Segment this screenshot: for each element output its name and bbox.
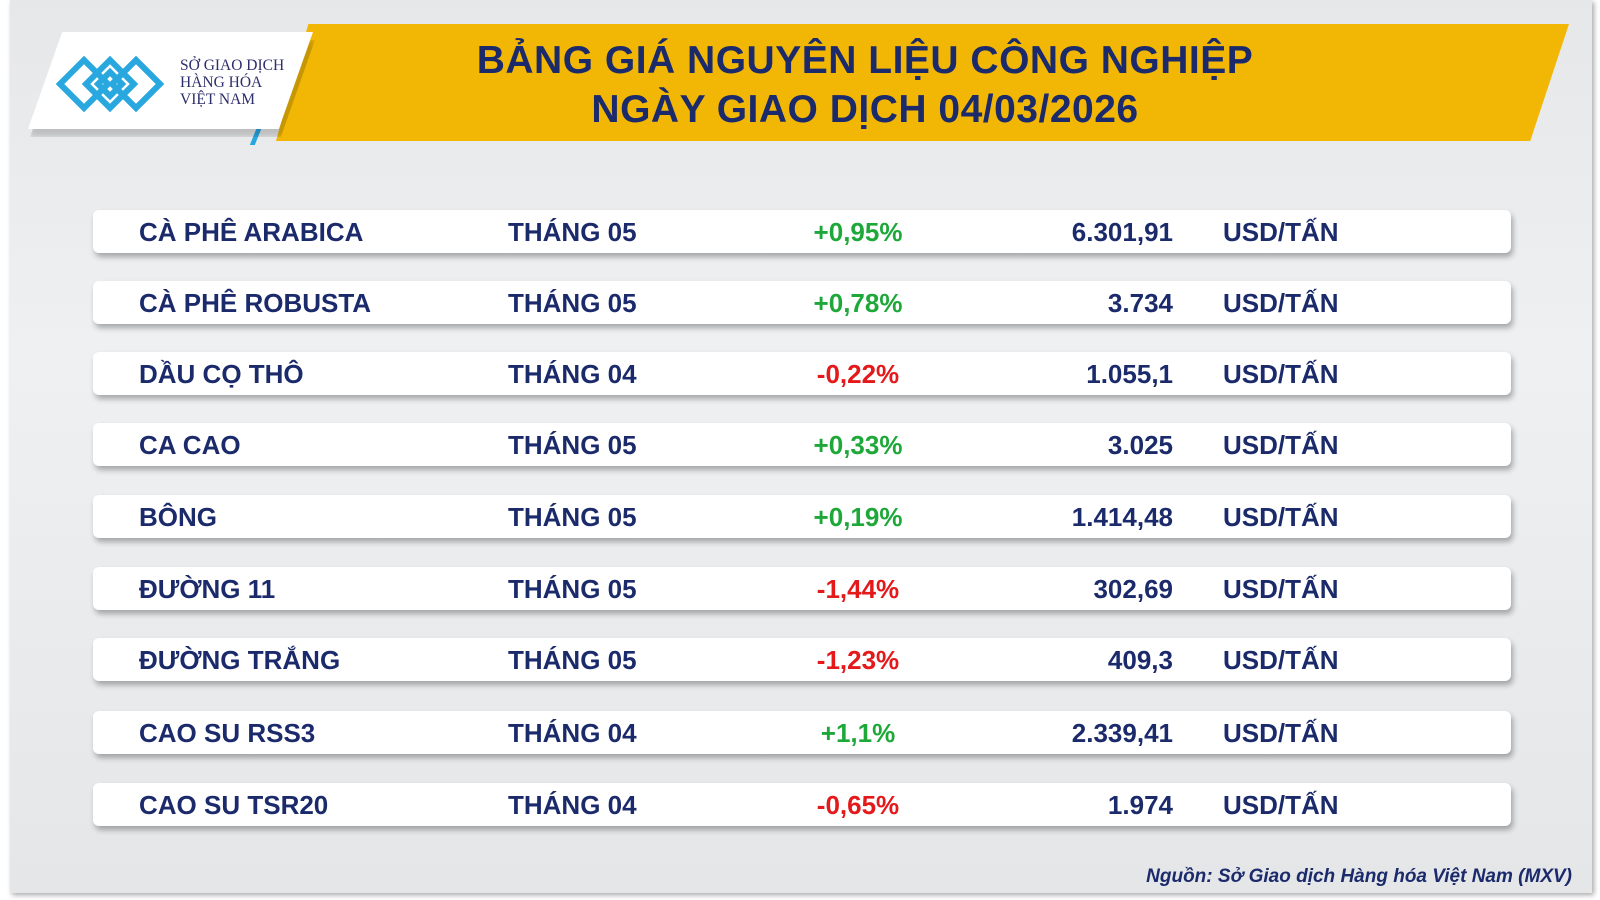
price-value: 6.301,91 bbox=[1071, 217, 1173, 247]
percent-change: -0,22% bbox=[816, 359, 900, 389]
commodity-name: CÀ PHÊ ARABICA bbox=[139, 217, 364, 247]
logo-line: SỞ GIAO DỊCH bbox=[180, 57, 285, 74]
percent-change: -0,65% bbox=[816, 790, 900, 820]
page-title: BẢNG GIÁ NGUYÊN LIỆU CÔNG NGHIỆP NGÀY GI… bbox=[400, 36, 1330, 134]
table-row: ĐƯỜNG TRẮNG THÁNG 05 -1,23% 409,3 USD/TẤN bbox=[93, 638, 1511, 681]
price-unit: USD/TẤN bbox=[1223, 430, 1339, 460]
table-row: CA CAO THÁNG 05 +0,33% 3.025 USD/TẤN bbox=[93, 423, 1511, 466]
price-value: 1.055,1 bbox=[1086, 359, 1173, 389]
percent-change: +0,33% bbox=[813, 430, 903, 460]
price-value: 302,69 bbox=[1093, 574, 1173, 604]
contract-month: THÁNG 04 bbox=[508, 359, 637, 389]
contract-month: THÁNG 05 bbox=[508, 502, 637, 532]
price-value: 2.339,41 bbox=[1071, 718, 1173, 748]
commodity-name: CA CAO bbox=[139, 430, 241, 460]
contract-month: THÁNG 05 bbox=[508, 645, 637, 675]
price-unit: USD/TẤN bbox=[1223, 790, 1339, 820]
logo-card bbox=[28, 32, 313, 129]
price-value: 3.734 bbox=[1107, 288, 1173, 318]
percent-change: +0,95% bbox=[813, 217, 903, 247]
commodity-name: CÀ PHÊ ROBUSTA bbox=[139, 288, 372, 318]
contract-month: THÁNG 04 bbox=[508, 790, 637, 820]
price-value: 1.974 bbox=[1107, 790, 1173, 820]
table-row: DẦU CỌ THÔ THÁNG 04 -0,22% 1.055,1 USD/TẤN bbox=[93, 352, 1511, 395]
table-row: CAO SU TSR20 THÁNG 04 -0,65% 1.974 USD/TẤN bbox=[93, 783, 1511, 826]
price-value: 409,3 bbox=[1107, 645, 1173, 675]
title-line-1: BẢNG GIÁ NGUYÊN LIỆU CÔNG NGHIỆP bbox=[476, 39, 1254, 82]
table-row: CAO SU RSS3 THÁNG 04 +1,1% 2.339,41 USD/TẤN bbox=[93, 711, 1511, 754]
table-row: ĐƯỜNG 11 THÁNG 05 -1,44% 302,69 USD/TẤN bbox=[93, 567, 1511, 610]
price-value: 3.025 bbox=[1107, 430, 1173, 460]
contract-month: THÁNG 05 bbox=[508, 217, 637, 247]
contract-month: THÁNG 05 bbox=[508, 574, 637, 604]
price-unit: USD/TẤN bbox=[1223, 574, 1339, 604]
commodity-name: BÔNG bbox=[139, 502, 217, 532]
price-unit: USD/TẤN bbox=[1223, 718, 1339, 748]
commodity-name: CAO SU RSS3 bbox=[139, 718, 316, 748]
mxv-logo-icon bbox=[56, 56, 165, 112]
contract-month: THÁNG 04 bbox=[508, 718, 637, 748]
logo-line: VIỆT NAM bbox=[180, 91, 256, 108]
table-row: CÀ PHÊ ARABICA THÁNG 05 +0,95% 6.301,91 USD/… bbox=[93, 210, 1511, 253]
commodity-name: ĐƯỜNG TRẮNG bbox=[139, 645, 341, 675]
contract-month: THÁNG 05 bbox=[508, 430, 637, 460]
logo-text: SỞ GIAO DỊCH HÀNG HÓA VIỆT NAM bbox=[180, 57, 284, 108]
table-row: CÀ PHÊ ROBUSTA THÁNG 05 +0,78% 3.734 USD/TẤN bbox=[93, 281, 1511, 324]
percent-change: +0,19% bbox=[813, 502, 903, 532]
percent-change: -1,23% bbox=[816, 645, 900, 675]
price-unit: USD/TẤN bbox=[1223, 359, 1339, 389]
source-note: Nguồn: Sở Giao dịch Hàng hóa Việt Nam (M… bbox=[1146, 866, 1572, 887]
title-banner bbox=[276, 24, 1569, 141]
percent-change: +0,78% bbox=[813, 288, 903, 318]
logo-line: HÀNG HÓA bbox=[180, 74, 263, 91]
commodity-name: ĐƯỜNG 11 bbox=[139, 574, 276, 604]
percent-change: -1,44% bbox=[816, 574, 900, 604]
price-value: 1.414,48 bbox=[1071, 502, 1173, 532]
commodity-name: CAO SU TSR20 bbox=[139, 790, 329, 820]
contract-month: THÁNG 05 bbox=[508, 288, 637, 318]
price-unit: USD/TẤN bbox=[1223, 645, 1339, 675]
price-unit: USD/TẤN bbox=[1223, 288, 1339, 318]
price-unit: USD/TẤN bbox=[1223, 217, 1339, 247]
title-line-2: NGÀY GIAO DỊCH 04/03/2026 bbox=[591, 88, 1139, 131]
table-row: BÔNG THÁNG 05 +0,19% 1.414,48 USD/TẤN bbox=[93, 495, 1511, 538]
commodity-name: DẦU CỌ THÔ bbox=[139, 359, 304, 389]
percent-change: +1,1% bbox=[820, 718, 896, 748]
price-unit: USD/TẤN bbox=[1223, 502, 1339, 532]
